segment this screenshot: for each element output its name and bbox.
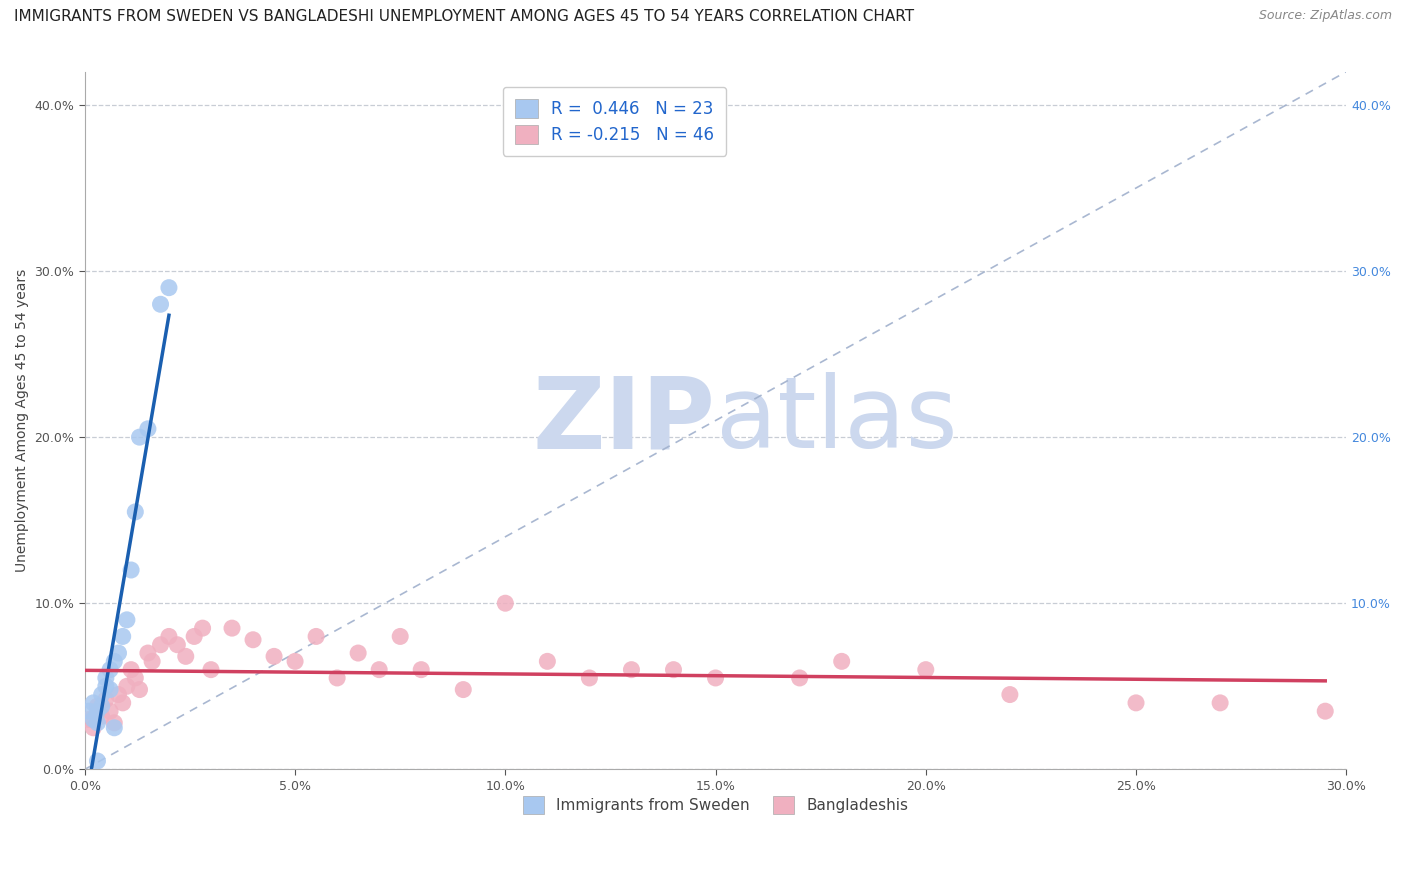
Point [451,682,474,697]
Point [115,679,138,693]
Point [326,671,349,685]
Point [124,671,146,685]
Point [77,713,100,727]
Point [831,654,853,668]
Point [368,663,391,677]
Point [263,649,285,664]
Point [120,563,142,577]
Point [124,505,146,519]
Point [141,654,163,668]
Point [347,646,370,660]
Point [86,754,108,768]
Point [136,422,159,436]
Point [704,671,727,685]
Point [94,671,117,685]
Point [183,629,205,643]
Point [149,297,172,311]
Point [90,709,112,723]
Point [128,430,150,444]
Point [620,663,643,677]
Point [107,688,129,702]
Point [662,663,685,677]
Point [90,688,112,702]
Point [94,679,117,693]
Y-axis label: Unemployment Among Ages 45 to 54 years: Unemployment Among Ages 45 to 54 years [15,268,30,572]
Point [94,692,117,706]
Point [389,629,412,643]
Text: IMMIGRANTS FROM SWEDEN VS BANGLADESHI UNEMPLOYMENT AMONG AGES 45 TO 54 YEARS COR: IMMIGRANTS FROM SWEDEN VS BANGLADESHI UN… [14,9,914,24]
Point [914,663,936,677]
Point [136,646,159,660]
Point [157,629,180,643]
Point [536,654,558,668]
Legend: Immigrants from Sweden, Bangladeshis: Immigrants from Sweden, Bangladeshis [512,786,920,824]
Point [305,629,328,643]
Point [998,688,1021,702]
Point [115,613,138,627]
Point [98,704,121,718]
Point [111,629,134,643]
Point [157,280,180,294]
Point [86,715,108,730]
Point [1315,704,1337,718]
Point [82,713,104,727]
Point [494,596,516,610]
Point [789,671,811,685]
Point [111,696,134,710]
Point [284,654,307,668]
Point [128,682,150,697]
Point [174,649,197,664]
Point [103,721,125,735]
Text: Source: ZipAtlas.com: Source: ZipAtlas.com [1258,9,1392,22]
Point [200,663,222,677]
Point [1209,696,1232,710]
Point [191,621,214,635]
Text: ZIP: ZIP [533,372,716,469]
Point [103,654,125,668]
Point [221,621,243,635]
Point [1125,696,1147,710]
Point [86,699,108,714]
Point [98,682,121,697]
Point [82,721,104,735]
Text: atlas: atlas [716,372,957,469]
Point [242,632,264,647]
Point [86,704,108,718]
Point [82,696,104,710]
Point [98,663,121,677]
Point [77,704,100,718]
Point [578,671,600,685]
Point [107,646,129,660]
Point [90,699,112,714]
Point [120,663,142,677]
Point [411,663,433,677]
Point [166,638,188,652]
Point [103,715,125,730]
Point [149,638,172,652]
